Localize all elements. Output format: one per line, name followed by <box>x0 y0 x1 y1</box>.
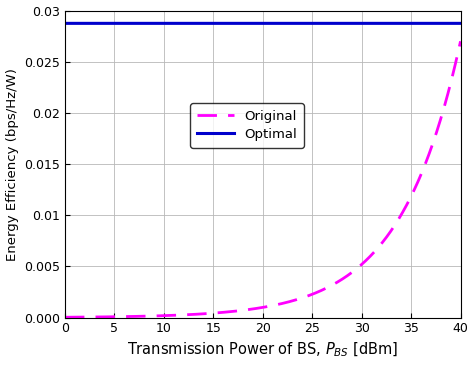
Optimal <box>446 21 452 26</box>
Y-axis label: Energy Efficiency (bps/Hz/W): Energy Efficiency (bps/Hz/W) <box>6 68 18 261</box>
Line: Original: Original <box>65 41 461 317</box>
Original <box>255 306 260 311</box>
Original <box>62 315 68 319</box>
Legend: Original, Optimal: Original, Optimal <box>190 103 304 147</box>
Original <box>458 39 464 43</box>
Optimal <box>458 21 464 26</box>
Original <box>446 87 452 92</box>
Optimal <box>62 21 68 26</box>
Original <box>374 247 379 252</box>
X-axis label: Transmission Power of BS, $P_{BS}$ [dBm]: Transmission Power of BS, $P_{BS}$ [dBm] <box>127 341 398 360</box>
Optimal <box>82 21 88 26</box>
Optimal <box>374 21 379 26</box>
Optimal <box>446 21 452 26</box>
Original <box>244 308 250 312</box>
Original <box>446 88 452 92</box>
Optimal <box>244 21 250 26</box>
Optimal <box>255 21 260 26</box>
Original <box>82 315 88 319</box>
